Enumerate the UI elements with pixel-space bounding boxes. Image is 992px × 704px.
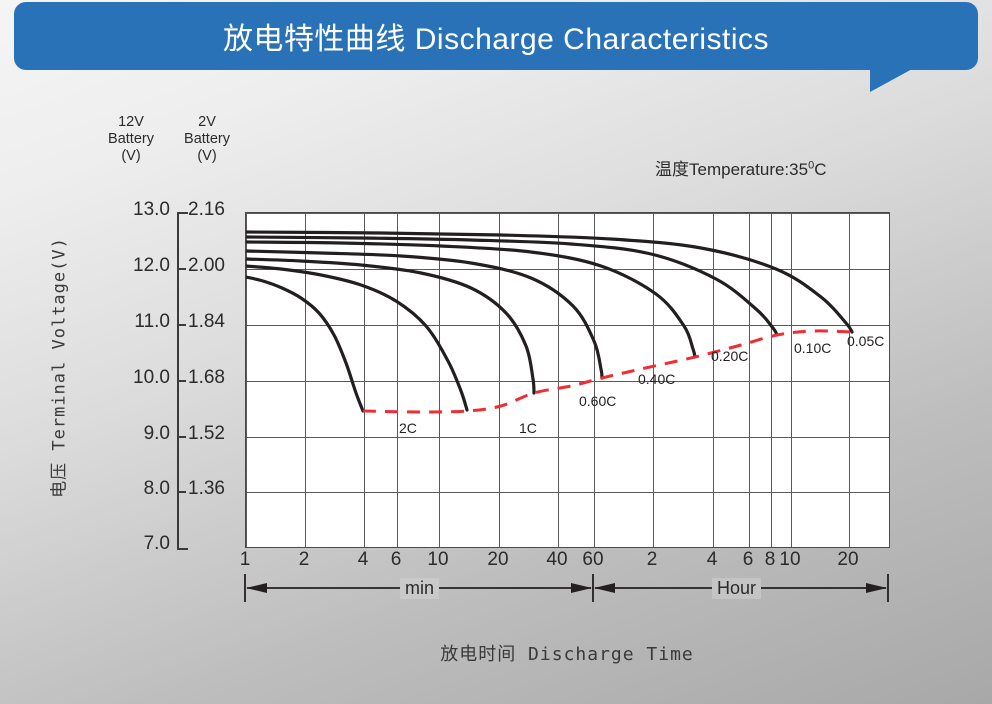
y-tick-label-right: 1.68 [188, 367, 225, 388]
degree-symbol: 0 [808, 159, 815, 172]
curve-label: 0.10C [794, 340, 831, 356]
banner-tail-icon [870, 68, 914, 92]
range-arrow-left-icon [246, 583, 267, 593]
x-tick-label: 10 [779, 549, 801, 570]
range-arrow-left-icon [594, 583, 615, 593]
x-tick-label: 4 [357, 549, 369, 570]
range-arrow-right-icon [866, 583, 887, 593]
right-axis-caption-line3: (V) [197, 148, 217, 164]
x-tick-label: 2 [646, 549, 658, 570]
x-tick-label: 2 [298, 549, 310, 570]
y-tick-label-left: 11.0 [134, 311, 170, 332]
end-voltage-line [362, 329, 853, 414]
right-axis-caption: 2V Battery (V) [172, 114, 242, 165]
y-tick-label-left: 13.0 [133, 199, 170, 220]
header-banner: 放电特性曲线 Discharge Characteristics [0, 0, 992, 92]
y-axis-tick-mark [177, 324, 186, 326]
left-axis-caption-line3: (V) [121, 148, 141, 164]
y-tick-label-left: 12.0 [133, 255, 170, 276]
y-tick-label-right: 1.84 [188, 311, 225, 332]
discharge-curve [246, 240, 697, 359]
discharge-curve [246, 264, 469, 412]
y-axis-tick-mark [177, 491, 186, 493]
left-axis-caption-line2: Battery [108, 131, 154, 147]
x-tick-label: 60 [582, 549, 604, 570]
discharge-curve [246, 249, 604, 380]
y-tick-label-left: 10.0 [133, 367, 170, 388]
x-tick-label: 4 [706, 549, 718, 570]
plot-svg: 2C 1C 0.60C 0.40C 0.20C 0.10C 0.05C [246, 213, 889, 547]
page-title: 放电特性曲线 Discharge Characteristics [222, 23, 770, 56]
y-axis-tick-mark [177, 268, 186, 270]
x-tick-label: 20 [837, 549, 859, 570]
right-axis-caption-line1: 2V [198, 114, 216, 130]
y-axis-tick-mark [177, 380, 186, 382]
y-tick-label-right: 1.52 [188, 423, 225, 444]
left-axis-caption: 12V Battery (V) [96, 114, 166, 165]
x-tick-label: 6 [742, 549, 754, 570]
range-label-hour: Hour [712, 578, 762, 599]
x-axis-range-bars [244, 574, 889, 602]
y-tick-label-left: 8.0 [143, 478, 170, 499]
curve-label: 0.40C [638, 371, 675, 387]
left-axis-caption-line1: 12V [118, 114, 144, 130]
temperature-annotation: 温度Temperature:350C [655, 155, 826, 180]
y-tick-label-left: 9.0 [143, 423, 170, 444]
x-tick-label: 1 [239, 549, 251, 570]
y-tick-label-right: 2.16 [188, 199, 225, 220]
discharge-curve [246, 257, 536, 395]
y-tick-label-right: 1.36 [188, 478, 225, 499]
plot-area: 2C 1C 0.60C 0.40C 0.20C 0.10C 0.05C [245, 212, 890, 548]
x-tick-label: 20 [487, 549, 509, 570]
curve-label: 2C [399, 420, 417, 436]
curve-label: 0.20C [711, 348, 748, 364]
x-axis-title: 放电时间 Discharge Time [440, 644, 694, 665]
range-arrow-right-icon [571, 583, 592, 593]
x-tick-label: 8 [764, 549, 776, 570]
right-axis-caption-line2: Battery [184, 131, 230, 147]
discharge-curve [246, 230, 854, 334]
discharge-curve [246, 235, 779, 337]
temperature-text: 温度Temperature:35 [655, 160, 809, 179]
y-axis-tick-mark [177, 436, 186, 438]
range-label-min: min [400, 578, 440, 599]
discharge-curve [246, 275, 365, 413]
y-axis-title: 电压 Terminal Voltage(V) [49, 237, 70, 498]
y-tick-label-left: 7.0 [143, 533, 170, 554]
curve-label: 0.05C [847, 333, 884, 349]
x-tick-label: 6 [390, 549, 402, 570]
x-tick-label: 40 [546, 549, 568, 570]
curve-label: 0.60C [579, 393, 616, 409]
temperature-unit: C [814, 160, 827, 179]
y-tick-label-right: 2.00 [188, 255, 225, 276]
banner-background: 放电特性曲线 Discharge Characteristics [14, 2, 978, 70]
x-tick-label: 10 [427, 549, 449, 570]
curve-label: 1C [519, 420, 537, 436]
